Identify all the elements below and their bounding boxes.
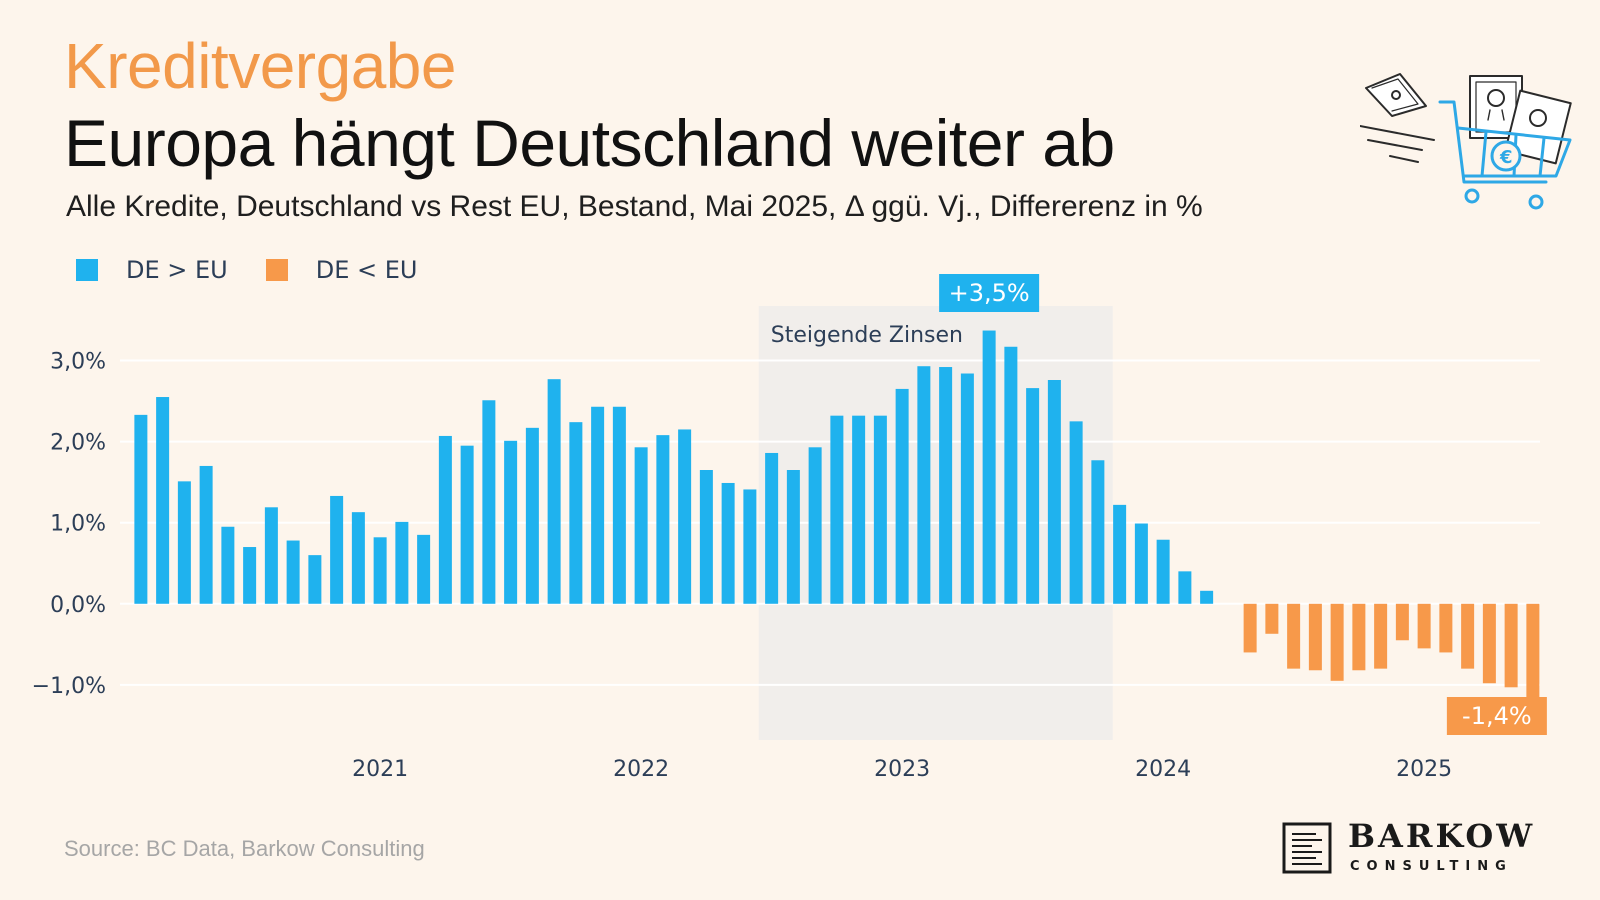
bar-positive <box>417 534 431 604</box>
bar-positive <box>1004 346 1018 604</box>
legend-label-de-greater: DE > EU <box>126 256 228 284</box>
bar-positive <box>134 414 148 604</box>
bar-positive <box>199 465 213 604</box>
bar-positive <box>765 452 779 604</box>
bar-positive <box>612 406 626 604</box>
x-tick-label: 2024 <box>1135 757 1191 782</box>
bar-negative <box>1265 603 1279 634</box>
bar-positive <box>243 547 257 604</box>
bar-positive <box>699 470 713 604</box>
bar-positive <box>221 526 235 604</box>
y-tick-label: 2,0% <box>50 431 106 456</box>
barkow-logo-icon <box>1282 822 1332 874</box>
bar-positive <box>656 435 670 604</box>
bar-positive <box>634 447 648 604</box>
bar-positive <box>721 482 735 604</box>
bar-positive <box>351 512 365 604</box>
bar-positive <box>1178 571 1192 604</box>
bar-positive <box>1134 523 1148 604</box>
legend-item-de-greater: DE > EU <box>76 256 228 284</box>
y-tick-label: 1,0% <box>50 512 106 537</box>
barkow-logo: BARKOW CONSULTING <box>1282 817 1542 878</box>
svg-text:€: € <box>1499 147 1513 168</box>
bar-positive <box>917 366 931 604</box>
annotation-badge <box>939 274 1040 312</box>
bar-negative <box>1352 603 1366 671</box>
logo-subline: CONSULTING <box>1350 859 1513 874</box>
bar-positive <box>177 481 191 604</box>
bar-positive <box>743 489 757 604</box>
bar-positive <box>1069 421 1083 604</box>
bar-positive <box>308 555 322 604</box>
annotation-label: +3,5% <box>949 279 1030 307</box>
bar-negative <box>1461 603 1475 669</box>
shaded-band-label: Steigende Zinsen <box>771 323 963 348</box>
x-tick-label: 2021 <box>352 757 408 782</box>
legend-label-de-less: DE < EU <box>315 256 418 284</box>
bar-negative <box>1308 603 1322 671</box>
bar-positive <box>1091 460 1105 604</box>
x-tick-label: 2023 <box>874 757 930 782</box>
bar-positive <box>373 537 387 604</box>
bar-positive <box>939 367 953 604</box>
bar-positive <box>982 330 996 604</box>
bar-negative <box>1330 603 1344 681</box>
bar-positive <box>960 373 974 604</box>
bar-positive <box>786 470 800 604</box>
annotation-badge <box>1446 697 1547 735</box>
kicker-title: Kreditvergabe <box>64 30 456 102</box>
bar-negative <box>1417 603 1431 649</box>
y-tick-label: 3,0% <box>50 350 106 375</box>
bar-positive <box>482 400 496 604</box>
source-note: Source: BC Data, Barkow Consulting <box>64 836 425 861</box>
bar-negative <box>1504 603 1518 688</box>
bar-positive <box>830 415 844 604</box>
bar-positive <box>525 427 539 604</box>
bar-positive <box>504 440 518 604</box>
annotation-label: -1,4% <box>1462 702 1532 730</box>
y-tick-label: −1,0% <box>32 674 106 699</box>
bar-positive <box>286 540 300 604</box>
money-cart-icon: € <box>1360 73 1572 210</box>
legend-swatch-blue <box>76 259 98 281</box>
page-title: Europa hängt Deutschland weiter ab <box>64 106 1115 180</box>
bar-negative <box>1439 603 1453 653</box>
bar-positive <box>1047 380 1061 604</box>
bar-positive <box>591 406 605 604</box>
bar-positive <box>438 435 452 604</box>
bar-positive <box>873 415 887 604</box>
bar-positive <box>330 495 344 604</box>
bar-negative <box>1287 603 1301 669</box>
bar-positive <box>1156 539 1170 604</box>
chart-legend: DE > EU DE < EU <box>76 256 456 284</box>
bar-positive <box>547 379 561 604</box>
bar-positive <box>1026 388 1040 604</box>
legend-swatch-orange <box>265 259 288 281</box>
bar-positive <box>1113 504 1127 604</box>
bar-negative <box>1395 603 1409 641</box>
bar-positive <box>852 415 866 604</box>
y-tick-label: 0,0% <box>50 593 106 618</box>
bar-positive <box>808 447 822 604</box>
bar-negative <box>1526 603 1540 718</box>
bar-positive <box>1200 590 1214 604</box>
bar-positive <box>678 429 692 604</box>
logo-wordmark: BARKOW <box>1348 817 1536 855</box>
bar-positive <box>395 521 409 604</box>
bar-positive <box>264 507 278 604</box>
bar-negative <box>1243 603 1257 653</box>
bar-negative <box>1374 603 1388 669</box>
x-tick-label: 2025 <box>1396 757 1452 782</box>
chart-subtitle: Alle Kredite, Deutschland vs Rest EU, Be… <box>66 190 1203 223</box>
bar-positive <box>895 388 909 604</box>
x-tick-label: 2022 <box>613 757 669 782</box>
bar-positive <box>156 397 170 604</box>
legend-item-de-less: DE < EU <box>265 256 418 284</box>
bar-positive <box>460 445 474 604</box>
bar-positive <box>569 422 583 604</box>
bar-negative <box>1482 603 1496 684</box>
